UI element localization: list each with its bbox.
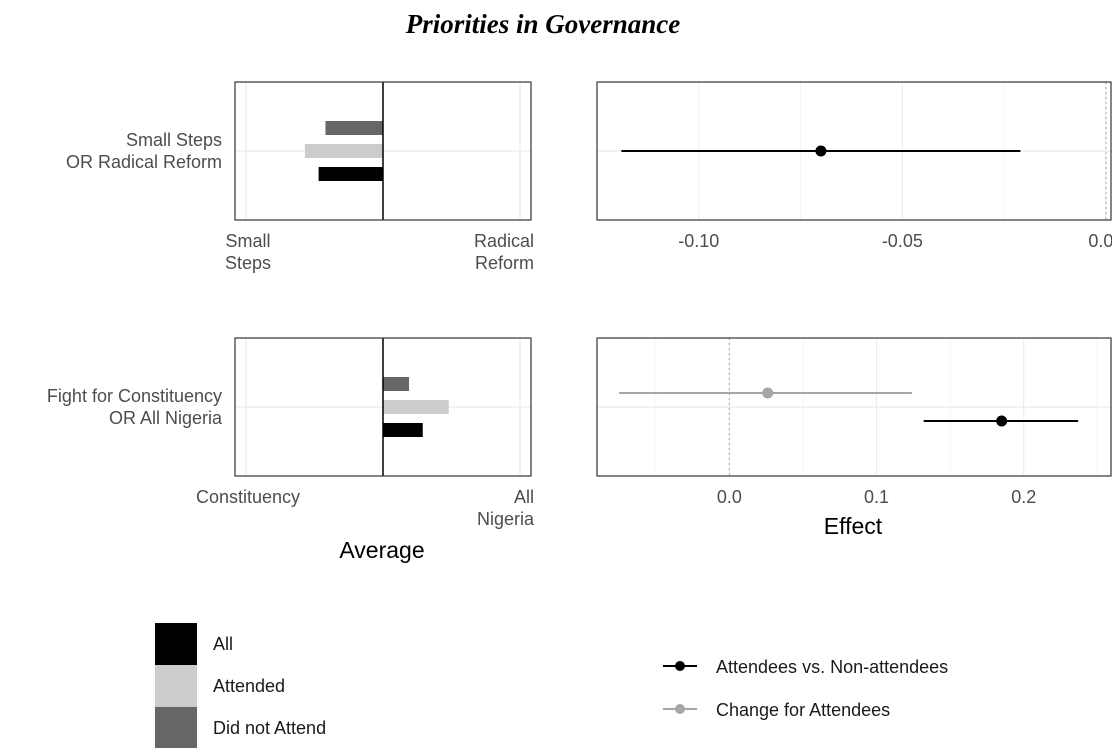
chart-title: Priorities in Governance <box>405 9 681 39</box>
panel-border <box>596 81 1112 221</box>
bar-legend: All Attended Did not Attend <box>155 623 326 748</box>
effect-panel-1: -0.10 -0.05 0.00 <box>596 81 1112 251</box>
bar-panel-1: Small Steps OR Radical Reform Small Steps Ra… <box>66 81 534 273</box>
tick-label: 0.2 <box>1011 487 1036 507</box>
legend-key-all <box>155 623 197 665</box>
bar-attended <box>383 400 449 414</box>
bar-did-not-attend <box>383 377 410 391</box>
category-label: Small Steps OR Radical Reform <box>66 130 222 172</box>
tick-label: -0.10 <box>678 231 719 251</box>
bar-all <box>383 423 423 437</box>
average-axis-title: Average <box>339 537 424 563</box>
panel-border <box>234 81 532 221</box>
panel-border <box>596 337 1112 477</box>
tick-label: 0.1 <box>864 487 889 507</box>
legend-key-did-not-attend <box>155 707 197 748</box>
bar-panel-2: Fight for Constituency OR All Nigeria Cons… <box>47 337 535 529</box>
category-label: Fight for Constituency OR All Nigeria <box>47 386 223 428</box>
effect-panel-2: 0.0 0.1 0.2 <box>596 337 1112 507</box>
average-bar-panels: Small Steps OR Radical Reform Small Steps Ra… <box>47 81 535 529</box>
end-label-left: Small Steps <box>225 231 271 273</box>
bar-did-not-attend <box>325 121 383 135</box>
tick-label: -0.05 <box>882 231 923 251</box>
point-attendees-vs-non-attendees <box>996 415 1008 427</box>
bar-attended <box>304 144 383 158</box>
tick-label: 0.0 <box>717 487 742 507</box>
effect-axis-title: Effect <box>824 513 883 539</box>
legend-label-all: All <box>213 634 233 654</box>
effect-legend: Attendees vs. Non-attendees Change for At… <box>663 657 948 720</box>
legend-label-did-not-attend: Did not Attend <box>213 718 326 738</box>
point-change-for-attendees <box>762 387 774 399</box>
end-label-left: Constituency <box>196 487 300 507</box>
tick-label: 0.00 <box>1088 231 1112 251</box>
legend-key-point-attendees-vs-non-attendees <box>675 661 685 671</box>
legend-label-change-for-attendees: Change for Attendees <box>716 700 890 720</box>
legend-key-point-change-for-attendees <box>675 704 685 714</box>
panel-border <box>234 337 532 477</box>
end-label-right: All Nigeria <box>477 487 535 529</box>
effect-panels: -0.10 -0.05 0.00 0.0 0.1 0.2 <box>596 81 1112 507</box>
point-attendees-vs-non-attendees <box>815 145 827 157</box>
legend-label-attendees-vs-non-attendees: Attendees vs. Non-attendees <box>716 657 948 677</box>
legend-key-attended <box>155 665 197 707</box>
bar-all <box>318 167 383 181</box>
end-label-right: Radical Reform <box>474 231 534 273</box>
legend-label-attended: Attended <box>213 676 285 696</box>
